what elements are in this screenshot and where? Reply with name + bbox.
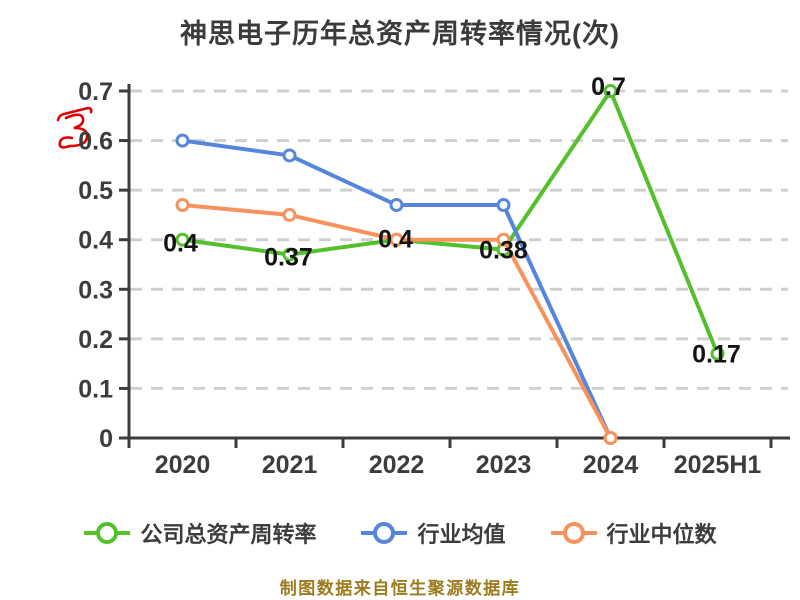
svg-text:0.5: 0.5	[78, 177, 113, 205]
legend-marker-icon	[550, 522, 597, 544]
legend-marker-icon	[84, 522, 131, 544]
svg-text:0.38: 0.38	[479, 237, 528, 265]
legend-marker-icon	[361, 522, 408, 544]
svg-text:0.4: 0.4	[378, 226, 413, 254]
svg-text:2025H1: 2025H1	[674, 451, 762, 479]
svg-text:0.3: 0.3	[78, 276, 113, 304]
svg-text:0.37: 0.37	[264, 244, 313, 272]
chart-title: 神思电子历年总资产周转率情况(次)	[180, 19, 620, 49]
legend-item: 行业中位数	[550, 517, 717, 549]
svg-text:0.7: 0.7	[591, 73, 626, 101]
svg-text:2021: 2021	[262, 451, 318, 479]
legend-item-label: 公司总资产周转率	[140, 522, 317, 547]
svg-text:0.17: 0.17	[692, 341, 741, 369]
svg-text:0: 0	[99, 425, 113, 453]
svg-text:0.6: 0.6	[78, 128, 113, 156]
svg-text:0.4: 0.4	[163, 230, 198, 258]
svg-text:0.4: 0.4	[78, 227, 113, 255]
legend-item-label: 行业中位数	[606, 522, 717, 547]
svg-text:0.1: 0.1	[78, 375, 113, 403]
svg-text:2023: 2023	[476, 451, 532, 479]
legend: 公司总资产周转率 行业均值 行业中位数	[0, 517, 800, 549]
legend-item: 公司总资产周转率	[83, 517, 316, 549]
footer-note: 制图数据来自恒生聚源数据库	[279, 579, 521, 598]
svg-text:0.7: 0.7	[78, 78, 113, 106]
svg-text:2024: 2024	[583, 451, 639, 479]
svg-text:2022: 2022	[369, 451, 425, 479]
watermark-icon	[56, 106, 93, 149]
svg-text:0.2: 0.2	[78, 326, 113, 354]
legend-item: 行业均值	[360, 517, 506, 549]
legend-item-label: 行业均值	[417, 522, 506, 547]
svg-text:2020: 2020	[155, 451, 211, 479]
